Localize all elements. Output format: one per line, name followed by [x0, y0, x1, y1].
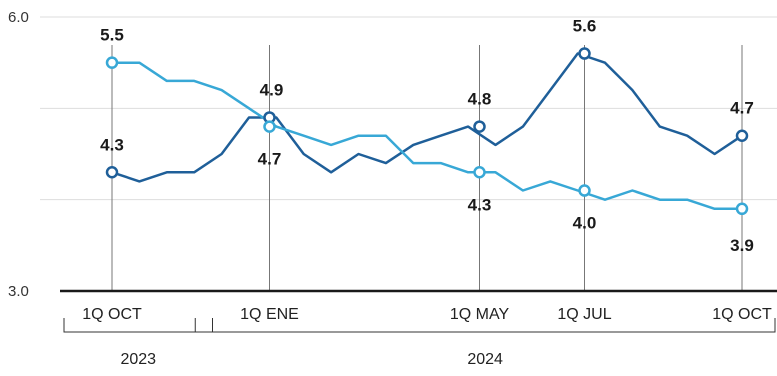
x-axis-ticks: 1Q OCT 1Q ENE 1Q MAY 1Q JUL 1Q OCT — [82, 306, 772, 323]
gridlines — [40, 16, 777, 201]
data-label: 4.0 — [573, 214, 597, 233]
year-bracket — [63, 318, 213, 333]
series-line — [112, 61, 742, 211]
marker-lines — [111, 45, 743, 291]
data-label: 5.5 — [100, 26, 124, 45]
data-label: 4.8 — [468, 90, 492, 109]
data-label: 4.3 — [100, 135, 124, 154]
y-tick-label: 3.0 — [8, 283, 29, 300]
data-point — [578, 184, 591, 197]
y-axis-ticks: 6.0 3.0 — [8, 9, 29, 300]
series-lines — [111, 52, 743, 211]
data-point — [105, 166, 119, 179]
data-label: 4.7 — [258, 150, 282, 169]
marker-points — [105, 47, 749, 216]
x-tick-label: 1Q ENE — [240, 306, 299, 323]
data-label: 4.7 — [730, 99, 754, 118]
data-label: 4.3 — [468, 195, 492, 214]
data-point — [473, 166, 486, 179]
data-label: 4.9 — [260, 80, 284, 99]
year-label: 2024 — [467, 351, 503, 368]
data-point — [735, 202, 749, 216]
year-bracket — [194, 318, 776, 333]
x-tick-label: 1Q MAY — [450, 306, 510, 323]
series-line — [111, 52, 743, 183]
x-tick-label: 1Q JUL — [557, 306, 611, 323]
x-tick-label: 1Q OCT — [82, 306, 142, 323]
data-labels: 4.3 4.9 4.8 5.6 4.7 5.5 4.7 4.3 4.0 3.9 — [100, 17, 754, 255]
data-point — [578, 47, 591, 60]
data-point — [263, 120, 276, 133]
data-point — [473, 120, 486, 133]
year-groups: 2023 2024 — [63, 318, 776, 368]
data-point — [105, 56, 119, 69]
data-label: 5.6 — [573, 17, 597, 36]
x-tick-label: 1Q OCT — [712, 306, 772, 323]
y-tick-label: 6.0 — [8, 9, 29, 26]
data-label: 3.9 — [730, 236, 754, 255]
data-point — [735, 129, 749, 142]
year-label: 2023 — [120, 351, 156, 368]
